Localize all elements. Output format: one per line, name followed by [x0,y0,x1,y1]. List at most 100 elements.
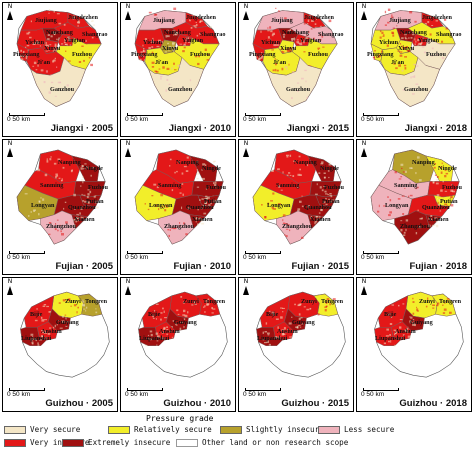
map-panel-fujian-2015: Nanping Ningde Sanming Fuzhou Putian Longyan Q… [238,139,354,275]
texture-speck [432,307,435,309]
texture-speck [324,309,327,312]
texture-speck [146,337,149,340]
texture-speck [414,38,416,41]
legend-swatch [220,426,242,434]
texture-speck [197,209,199,211]
city-label: Ningde [438,165,457,172]
texture-speck [150,333,153,337]
texture-speck [310,300,313,302]
texture-speck [168,46,172,49]
texture-speck [323,172,326,174]
texture-speck [417,186,419,189]
texture-speck [82,301,85,303]
texture-speck [178,161,180,164]
texture-speck [204,198,207,200]
texture-speck [418,225,422,229]
texture-speck [406,50,410,52]
scale-label: 0 50 km [361,254,385,261]
texture-speck [401,69,404,72]
texture-speck [272,69,275,72]
scale-label: 0 50 km [125,254,149,261]
texture-speck [391,31,394,34]
texture-speck [284,223,288,225]
city-label: Jiujiang [389,17,411,24]
texture-speck [65,221,68,224]
texture-speck [202,205,206,207]
texture-speck [54,95,57,97]
texture-speck [185,37,187,40]
legend-label: Very insecure [30,438,90,447]
province-map [252,7,338,107]
texture-speck [213,199,217,203]
city-label: Ningde [84,165,103,172]
texture-speck [412,319,415,321]
city-label: Yingtan [64,37,86,44]
texture-speck [195,221,197,223]
texture-speck [284,234,286,236]
texture-speck [397,50,400,52]
texture-speck [165,35,168,38]
north-label: N [243,278,249,285]
texture-speck [452,190,455,193]
texture-speck [57,320,59,322]
texture-speck [260,30,262,33]
scale-label: 0 50 km [243,254,267,261]
city-label: Anshun [277,328,298,335]
texture-speck [390,316,393,318]
texture-speck [54,324,56,328]
texture-speck [54,57,56,59]
arrow-shape [243,11,249,20]
texture-speck [162,66,165,69]
city-label: Yingtan [300,37,322,44]
texture-speck [185,42,187,44]
panel-caption: Jiangxi · 2018 [404,123,467,134]
texture-speck [46,158,48,161]
texture-speck [141,55,145,57]
texture-speck [320,163,324,165]
texture-speck [77,19,80,22]
texture-speck [181,206,183,210]
texture-speck [382,35,385,37]
texture-speck [201,198,204,200]
texture-speck [86,196,89,199]
texture-speck [307,19,310,22]
texture-speck [32,336,34,338]
texture-speck [400,163,404,166]
texture-speck [212,308,216,310]
province-map [370,149,460,245]
texture-speck [174,171,176,174]
texture-speck [419,217,423,220]
texture-speck [82,168,86,170]
texture-speck [202,177,205,180]
texture-speck [325,193,328,195]
texture-speck [438,199,441,202]
texture-speck [144,203,146,205]
texture-speck [404,34,406,36]
texture-speck [148,11,152,14]
texture-speck [393,344,396,347]
texture-speck [172,50,174,53]
texture-speck [264,216,267,219]
city-label: Fuzhou [206,184,226,191]
texture-speck [28,215,30,217]
texture-speck [136,53,139,56]
texture-speck [441,57,445,59]
city-label: Fuzhou [190,51,210,58]
texture-speck [91,20,93,22]
texture-speck [271,49,274,51]
texture-speck [164,46,166,49]
panel-caption: Jiangxi · 2005 [50,123,113,134]
texture-speck [162,307,164,310]
scale-label: 0 50 km [7,254,31,261]
arrow-shape [125,11,131,20]
texture-speck [211,312,214,314]
texture-speck [390,340,392,343]
texture-speck [265,322,268,325]
texture-speck [179,327,182,331]
province-map [134,7,220,107]
city-label: Putian [322,198,340,205]
texture-speck [203,212,207,215]
texture-speck [397,198,401,200]
city-label: Quanzhou [422,204,450,211]
texture-speck [153,13,157,16]
